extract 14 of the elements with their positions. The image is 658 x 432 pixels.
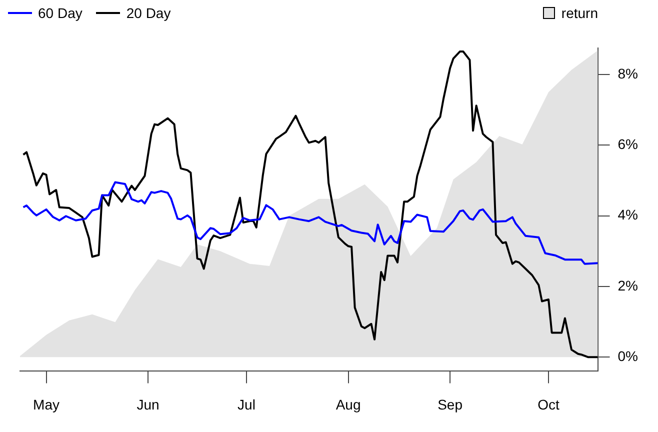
y-tick-label: 0% [618,348,638,364]
y-tick-label: 4% [618,206,638,223]
x-tick-label: May [33,396,60,412]
y-tick-label: 6% [618,136,638,152]
x-tick-label: Sep [438,396,463,412]
legend-label: 20 Day [126,5,171,21]
y-tick-label: 2% [618,277,638,294]
legend-label: 60 Day [38,5,82,21]
x-tick-label: Jun [136,396,160,412]
x-tick-label: Oct [538,396,560,412]
x-tick-label: Jul [238,396,256,412]
legend-label: return [561,5,598,21]
x-tick-label: Aug [336,396,361,412]
y-tick-label: 8% [618,65,638,82]
